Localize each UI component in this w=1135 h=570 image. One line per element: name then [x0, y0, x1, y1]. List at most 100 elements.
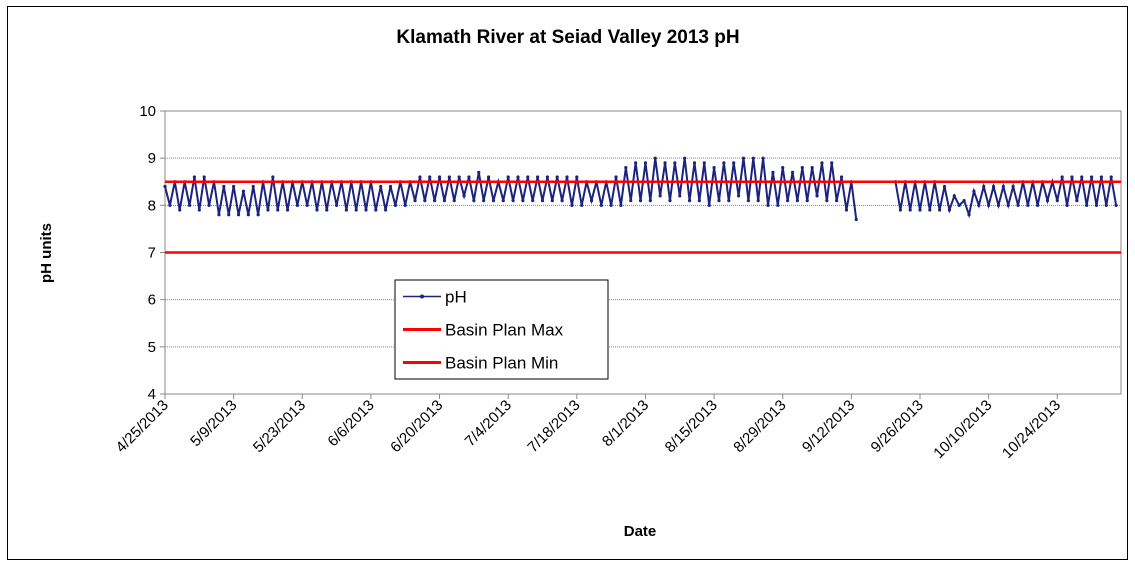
data-point — [898, 208, 902, 212]
data-point — [344, 208, 348, 212]
data-point — [712, 166, 716, 170]
data-point — [771, 170, 775, 174]
data-point — [653, 156, 657, 160]
data-point — [609, 203, 613, 207]
y-axis-label: pH units — [38, 223, 55, 283]
data-point — [511, 199, 515, 203]
data-point — [1080, 175, 1084, 179]
data-point — [751, 156, 755, 160]
data-point — [648, 199, 652, 203]
x-axis-label: Date — [624, 523, 657, 540]
data-point — [374, 208, 378, 212]
data-point — [168, 203, 172, 207]
y-tick-label: 4 — [148, 386, 156, 403]
data-point — [364, 208, 368, 212]
data-point — [805, 199, 809, 203]
data-point — [692, 161, 697, 165]
data-point — [1055, 199, 1059, 203]
data-point — [560, 199, 564, 203]
data-point — [540, 199, 545, 203]
data-point — [732, 161, 736, 165]
data-point — [629, 199, 633, 203]
data-point — [835, 199, 839, 203]
data-point — [614, 175, 618, 179]
data-point — [521, 199, 525, 203]
data-point — [673, 161, 677, 165]
data-point — [830, 161, 834, 165]
data-point — [938, 208, 942, 212]
data-point — [1094, 203, 1099, 207]
data-point — [619, 203, 623, 207]
data-point — [467, 175, 471, 179]
data-point — [776, 203, 780, 207]
data-point — [256, 213, 260, 217]
data-point — [962, 199, 966, 203]
data-point — [967, 213, 971, 217]
data-point — [1045, 199, 1050, 203]
data-point — [428, 175, 432, 179]
data-point — [535, 175, 540, 179]
data-point — [246, 213, 250, 217]
data-point — [197, 208, 201, 212]
data-point — [746, 199, 751, 203]
data-point — [295, 203, 299, 207]
data-point — [1016, 203, 1020, 207]
data-point — [187, 203, 192, 207]
data-point — [663, 161, 667, 165]
data-point — [795, 199, 800, 203]
data-point — [442, 199, 447, 203]
data-point — [668, 199, 672, 203]
data-point — [472, 199, 476, 203]
data-point — [477, 170, 481, 174]
data-point — [982, 184, 986, 189]
data-point — [447, 175, 451, 179]
data-point — [737, 194, 741, 198]
data-point — [236, 213, 241, 217]
data-point — [928, 208, 932, 212]
data-point — [418, 175, 422, 179]
data-point — [1114, 203, 1118, 207]
data-point — [766, 203, 770, 207]
y-tick-label: 8 — [148, 197, 156, 214]
data-point — [217, 213, 221, 217]
data-point — [423, 199, 427, 203]
data-point — [393, 203, 398, 207]
data-point — [241, 189, 246, 193]
data-point — [687, 199, 692, 203]
data-point — [271, 175, 275, 179]
data-point — [854, 217, 858, 222]
data-point — [638, 199, 643, 203]
data-point — [462, 194, 466, 198]
data-point — [1070, 175, 1074, 179]
data-point — [222, 184, 226, 189]
chart-title: Klamath River at Seiad Valley 2013 pH — [396, 27, 739, 48]
data-point — [315, 208, 319, 212]
data-point — [565, 175, 569, 179]
data-point — [545, 175, 550, 179]
data-point — [987, 203, 991, 207]
data-point — [761, 156, 765, 160]
y-tick-label: 9 — [148, 150, 156, 167]
data-point — [305, 203, 309, 207]
data-point — [678, 194, 682, 198]
data-point — [781, 166, 785, 170]
data-point — [790, 170, 795, 174]
data-point — [232, 184, 236, 189]
data-point — [354, 208, 358, 212]
data-point — [977, 203, 981, 207]
data-point — [403, 203, 407, 207]
data-point — [1026, 203, 1030, 207]
data-point — [379, 184, 383, 189]
data-point — [942, 184, 947, 189]
data-point — [334, 203, 339, 207]
data-point — [741, 156, 746, 160]
data-point — [491, 199, 496, 203]
data-point — [972, 189, 976, 193]
data-point — [717, 199, 721, 203]
data-point — [634, 161, 638, 165]
data-point — [555, 175, 559, 179]
data-point — [501, 199, 505, 203]
data-point — [624, 166, 628, 170]
data-point — [413, 199, 417, 203]
